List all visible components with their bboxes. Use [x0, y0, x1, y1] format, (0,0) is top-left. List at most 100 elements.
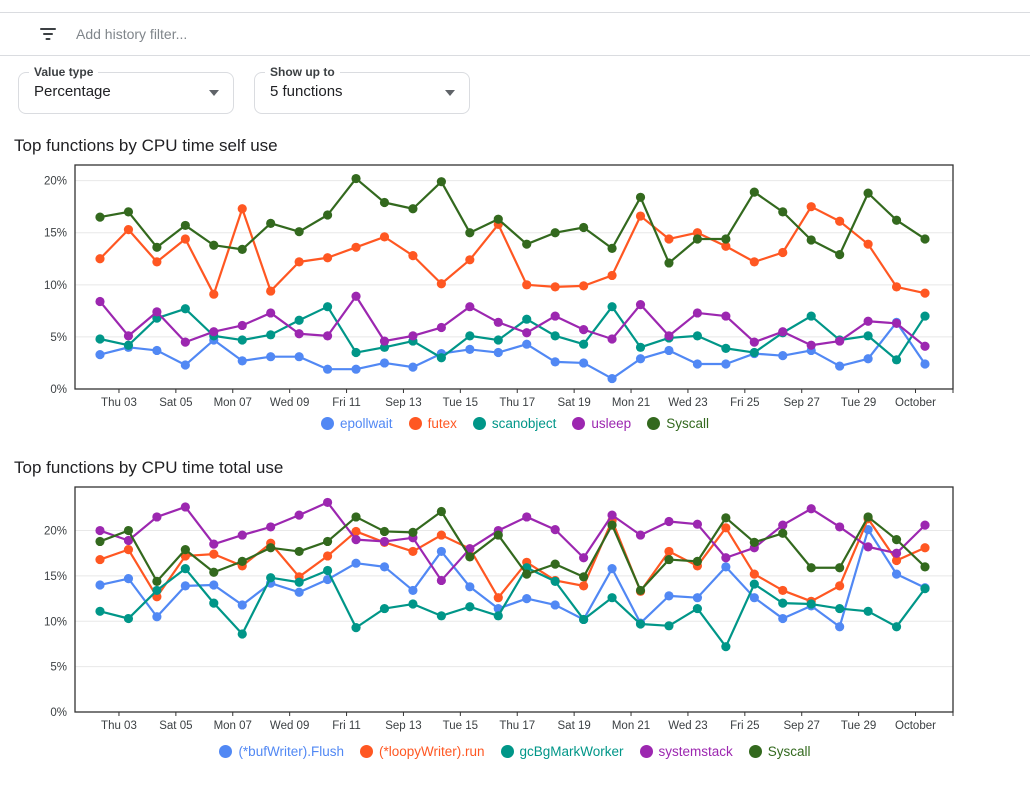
data-point[interactable] [749, 569, 759, 579]
history-filter-input[interactable] [74, 25, 678, 43]
data-point[interactable] [351, 173, 361, 184]
data-point[interactable] [152, 592, 162, 602]
data-point[interactable] [237, 530, 247, 540]
data-point[interactable] [180, 234, 190, 244]
data-point[interactable] [351, 347, 361, 358]
data-point[interactable] [436, 177, 446, 187]
data-point[interactable] [749, 337, 759, 347]
data-point[interactable] [749, 257, 759, 267]
data-point[interactable] [607, 270, 617, 281]
data-point[interactable] [379, 603, 390, 614]
data-point[interactable] [351, 364, 361, 374]
data-point[interactable] [550, 576, 560, 586]
data-point[interactable] [778, 613, 788, 624]
data-point[interactable] [635, 300, 646, 310]
data-point[interactable] [550, 311, 560, 321]
data-point[interactable] [351, 291, 361, 301]
data-point[interactable] [863, 354, 873, 364]
data-point[interactable] [664, 258, 674, 268]
data-point[interactable] [379, 232, 390, 242]
data-point[interactable] [778, 585, 788, 596]
data-point[interactable] [322, 551, 333, 561]
data-point[interactable] [891, 622, 902, 632]
data-point[interactable] [408, 251, 418, 261]
data-point[interactable] [835, 250, 845, 260]
data-point[interactable] [322, 331, 333, 341]
data-point[interactable] [379, 197, 390, 208]
data-point[interactable] [95, 334, 105, 344]
data-point[interactable] [237, 204, 247, 214]
data-point[interactable] [180, 360, 190, 370]
data-point[interactable] [806, 563, 816, 573]
data-point[interactable] [95, 296, 105, 307]
data-point[interactable] [635, 211, 646, 221]
data-point[interactable] [351, 512, 361, 522]
data-point[interactable] [891, 535, 902, 545]
data-point[interactable] [806, 599, 816, 609]
data-point[interactable] [436, 546, 446, 557]
data-point[interactable] [664, 345, 674, 356]
data-point[interactable] [522, 593, 532, 604]
data-point[interactable] [123, 574, 134, 584]
data-point[interactable] [721, 343, 731, 353]
data-point[interactable] [95, 525, 105, 536]
data-point[interactable] [237, 629, 247, 639]
data-point[interactable] [635, 585, 646, 596]
data-point[interactable] [806, 235, 816, 245]
data-point[interactable] [635, 354, 646, 364]
data-point[interactable] [95, 580, 105, 590]
data-point[interactable] [237, 356, 247, 366]
data-point[interactable] [322, 565, 333, 576]
data-point[interactable] [607, 520, 617, 530]
data-point[interactable] [550, 525, 560, 535]
data-point[interactable] [550, 282, 560, 292]
data-point[interactable] [180, 502, 190, 512]
data-point[interactable] [664, 621, 674, 631]
data-point[interactable] [95, 254, 105, 264]
data-point[interactable] [493, 335, 503, 345]
data-point[interactable] [465, 302, 475, 312]
data-point[interactable] [408, 527, 418, 537]
data-point[interactable] [692, 603, 703, 614]
data-point[interactable] [579, 572, 589, 582]
data-point[interactable] [579, 339, 589, 349]
data-point[interactable] [607, 510, 617, 520]
data-point[interactable] [835, 581, 845, 591]
data-point[interactable] [692, 519, 703, 529]
data-point[interactable] [835, 603, 845, 614]
cpu-time-total-chart[interactable]: 0% 5% 10% 15% 20% Thu 03 Sat 05 Mon 07 Wed 09 Fri… [0, 480, 1030, 736]
data-point[interactable] [863, 606, 873, 616]
data-point[interactable] [266, 218, 276, 228]
data-point[interactable] [607, 593, 617, 603]
data-point[interactable] [152, 576, 162, 586]
data-point[interactable] [522, 512, 532, 522]
data-point[interactable] [664, 554, 674, 565]
data-point[interactable] [152, 612, 162, 622]
data-point[interactable] [835, 622, 845, 632]
data-point[interactable] [806, 504, 816, 514]
data-point[interactable] [721, 234, 731, 244]
data-point[interactable] [408, 331, 418, 341]
data-point[interactable] [778, 520, 788, 530]
data-point[interactable] [209, 539, 219, 549]
data-point[interactable] [351, 242, 361, 252]
data-point[interactable] [891, 555, 902, 566]
data-point[interactable] [493, 347, 503, 358]
data-point[interactable] [294, 577, 304, 587]
data-point[interactable] [778, 327, 788, 337]
data-point[interactable] [436, 530, 446, 540]
data-point[interactable] [721, 513, 731, 523]
data-point[interactable] [863, 316, 873, 326]
data-point[interactable] [891, 215, 902, 225]
data-point[interactable] [607, 373, 617, 384]
data-point[interactable] [237, 600, 247, 610]
data-point[interactable] [522, 328, 532, 338]
data-point[interactable] [749, 579, 759, 589]
data-point[interactable] [123, 613, 134, 624]
data-point[interactable] [493, 611, 503, 621]
data-point[interactable] [835, 336, 845, 346]
data-point[interactable] [579, 358, 589, 368]
data-point[interactable] [209, 580, 219, 590]
data-point[interactable] [408, 599, 418, 609]
data-point[interactable] [835, 522, 845, 532]
